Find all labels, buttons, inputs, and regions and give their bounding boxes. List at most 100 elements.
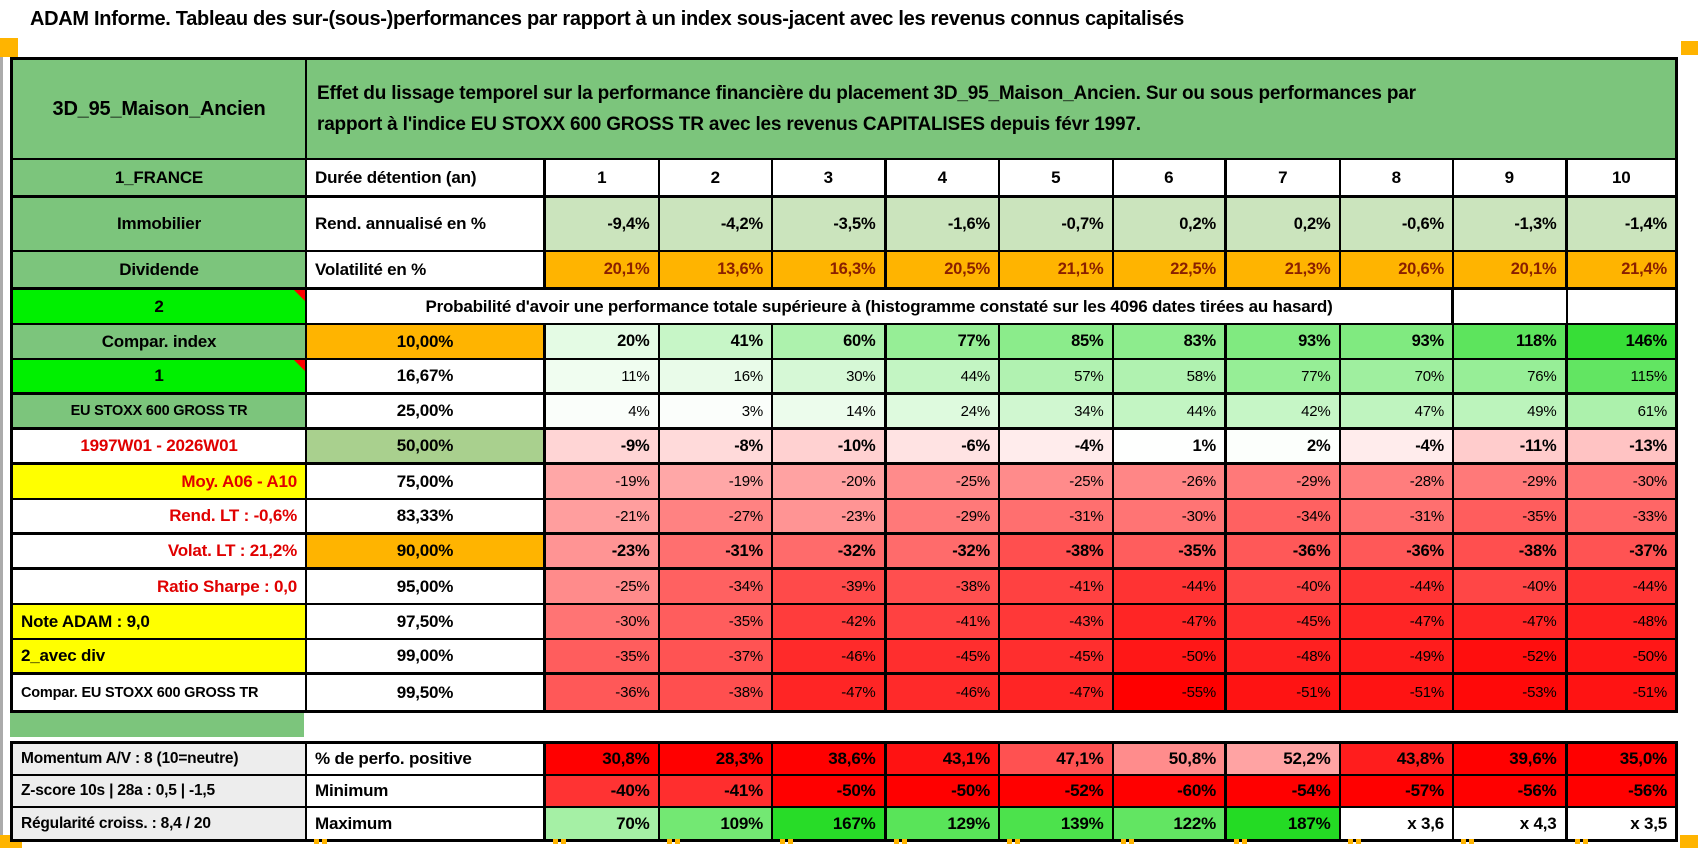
value-cell[interactable]: -44%: [1113, 570, 1227, 603]
year-header-cell[interactable]: 5: [1000, 160, 1114, 195]
asset-name-cell[interactable]: 3D_95_Maison_Ancien: [13, 60, 307, 158]
value-cell[interactable]: 20,1%: [1454, 252, 1568, 287]
value-cell[interactable]: -50%: [1567, 640, 1675, 672]
value-cell[interactable]: -25%: [546, 570, 660, 603]
value-cell[interactable]: 58%: [1113, 360, 1227, 392]
value-cell[interactable]: -47%: [1454, 605, 1568, 638]
summary-metric-cell[interactable]: Maximum: [307, 808, 546, 839]
value-cell[interactable]: -56%: [1454, 776, 1568, 806]
value-cell[interactable]: 77%: [1227, 360, 1341, 392]
value-cell[interactable]: 167%: [773, 808, 887, 839]
summary-label-cell[interactable]: Z-score 10s | 28a : 0,5 | -1,5: [13, 776, 307, 806]
value-cell[interactable]: 22,5%: [1113, 252, 1227, 287]
percentile-cell[interactable]: 75,00%: [307, 465, 546, 498]
value-cell[interactable]: -52%: [1454, 640, 1568, 672]
percentile-cell[interactable]: 10,00%: [307, 325, 546, 358]
value-cell[interactable]: 93%: [1227, 325, 1341, 358]
value-cell[interactable]: -46%: [773, 640, 887, 672]
value-cell[interactable]: 47,1%: [1000, 744, 1114, 774]
value-cell[interactable]: -3,5%: [773, 198, 887, 250]
value-cell[interactable]: -27%: [659, 500, 773, 532]
value-cell[interactable]: -41%: [659, 776, 773, 806]
value-cell[interactable]: -43%: [1000, 605, 1114, 638]
value-cell[interactable]: -37%: [1567, 535, 1675, 567]
value-cell[interactable]: 47%: [1340, 395, 1454, 427]
value-cell[interactable]: -6%: [886, 430, 1000, 462]
value-cell[interactable]: -33%: [1567, 500, 1675, 532]
value-cell[interactable]: 76%: [1454, 360, 1568, 392]
value-cell[interactable]: -9,4%: [546, 198, 660, 250]
value-cell[interactable]: -36%: [1227, 535, 1341, 567]
summary-metric-cell[interactable]: Minimum: [307, 776, 546, 806]
percentile-cell[interactable]: 95,00%: [307, 570, 546, 603]
value-cell[interactable]: -29%: [1227, 465, 1341, 498]
value-cell[interactable]: x 3,5: [1567, 808, 1675, 839]
value-cell[interactable]: 77%: [886, 325, 1000, 358]
value-cell[interactable]: -40%: [1454, 570, 1568, 603]
value-cell[interactable]: -13%: [1567, 430, 1675, 462]
value-cell[interactable]: 41%: [659, 325, 773, 358]
value-cell[interactable]: -1,6%: [886, 198, 1000, 250]
value-cell[interactable]: 129%: [886, 808, 1000, 839]
value-cell[interactable]: -23%: [773, 500, 887, 532]
row-label-cell[interactable]: EU STOXX 600 GROSS TR: [13, 395, 307, 427]
value-cell[interactable]: 20,6%: [1340, 252, 1454, 287]
value-cell[interactable]: -38%: [659, 675, 773, 710]
row-label-cell[interactable]: 1: [13, 360, 307, 392]
value-cell[interactable]: -45%: [1227, 605, 1341, 638]
value-cell[interactable]: -56%: [1567, 776, 1675, 806]
percentile-cell[interactable]: 99,00%: [307, 640, 546, 672]
value-cell[interactable]: 44%: [1113, 395, 1227, 427]
value-cell[interactable]: 85%: [1000, 325, 1114, 358]
row-label-cell[interactable]: Dividende: [13, 252, 307, 287]
value-cell[interactable]: 13,6%: [659, 252, 773, 287]
value-cell[interactable]: 1%: [1113, 430, 1227, 462]
row-label-cell[interactable]: Moy. A06 - A10: [13, 465, 307, 498]
value-cell[interactable]: 115%: [1567, 360, 1675, 392]
value-cell[interactable]: -1,3%: [1454, 198, 1568, 250]
value-cell[interactable]: -55%: [1113, 675, 1227, 710]
percentile-cell[interactable]: 16,67%: [307, 360, 546, 392]
year-header-cell[interactable]: 3: [773, 160, 887, 195]
value-cell[interactable]: 20,1%: [546, 252, 660, 287]
value-cell[interactable]: 34%: [1000, 395, 1114, 427]
value-cell[interactable]: 30,8%: [546, 744, 660, 774]
value-cell[interactable]: 4%: [546, 395, 660, 427]
value-cell[interactable]: -38%: [1454, 535, 1568, 567]
country-cell[interactable]: 1_FRANCE: [13, 160, 307, 195]
row-label-cell[interactable]: Compar. EU STOXX 600 GROSS TR: [13, 675, 307, 710]
value-cell[interactable]: -46%: [886, 675, 1000, 710]
value-cell[interactable]: -53%: [1454, 675, 1568, 710]
value-cell[interactable]: 52,2%: [1227, 744, 1341, 774]
value-cell[interactable]: -4,2%: [659, 198, 773, 250]
value-cell[interactable]: -47%: [773, 675, 887, 710]
year-header-cell[interactable]: 6: [1113, 160, 1227, 195]
value-cell[interactable]: -30%: [546, 605, 660, 638]
value-cell[interactable]: -19%: [546, 465, 660, 498]
value-cell[interactable]: -35%: [1454, 500, 1568, 532]
value-cell[interactable]: -38%: [886, 570, 1000, 603]
value-cell[interactable]: -36%: [546, 675, 660, 710]
value-cell[interactable]: -40%: [1227, 570, 1341, 603]
value-cell[interactable]: -34%: [1227, 500, 1341, 532]
value-cell[interactable]: -32%: [773, 535, 887, 567]
value-cell[interactable]: 50,8%: [1113, 744, 1227, 774]
value-cell[interactable]: 20%: [546, 325, 660, 358]
row-label-cell[interactable]: Immobilier: [13, 198, 307, 250]
value-cell[interactable]: 43,1%: [886, 744, 1000, 774]
value-cell[interactable]: 39,6%: [1454, 744, 1568, 774]
value-cell[interactable]: -34%: [659, 570, 773, 603]
value-cell[interactable]: x 3,6: [1340, 808, 1454, 839]
value-cell[interactable]: -42%: [773, 605, 887, 638]
value-cell[interactable]: 3%: [659, 395, 773, 427]
duration-label-cell[interactable]: Durée détention (an): [307, 160, 546, 195]
metric-label-cell[interactable]: Rend. annualisé en %: [307, 198, 546, 250]
value-cell[interactable]: 42%: [1227, 395, 1341, 427]
value-cell[interactable]: 49%: [1454, 395, 1568, 427]
value-cell[interactable]: -54%: [1227, 776, 1341, 806]
empty-cell[interactable]: [1454, 290, 1568, 323]
value-cell[interactable]: 187%: [1227, 808, 1341, 839]
value-cell[interactable]: 24%: [886, 395, 1000, 427]
percentile-cell[interactable]: 2: [13, 290, 307, 323]
percentile-cell[interactable]: 50,00%: [307, 430, 546, 462]
